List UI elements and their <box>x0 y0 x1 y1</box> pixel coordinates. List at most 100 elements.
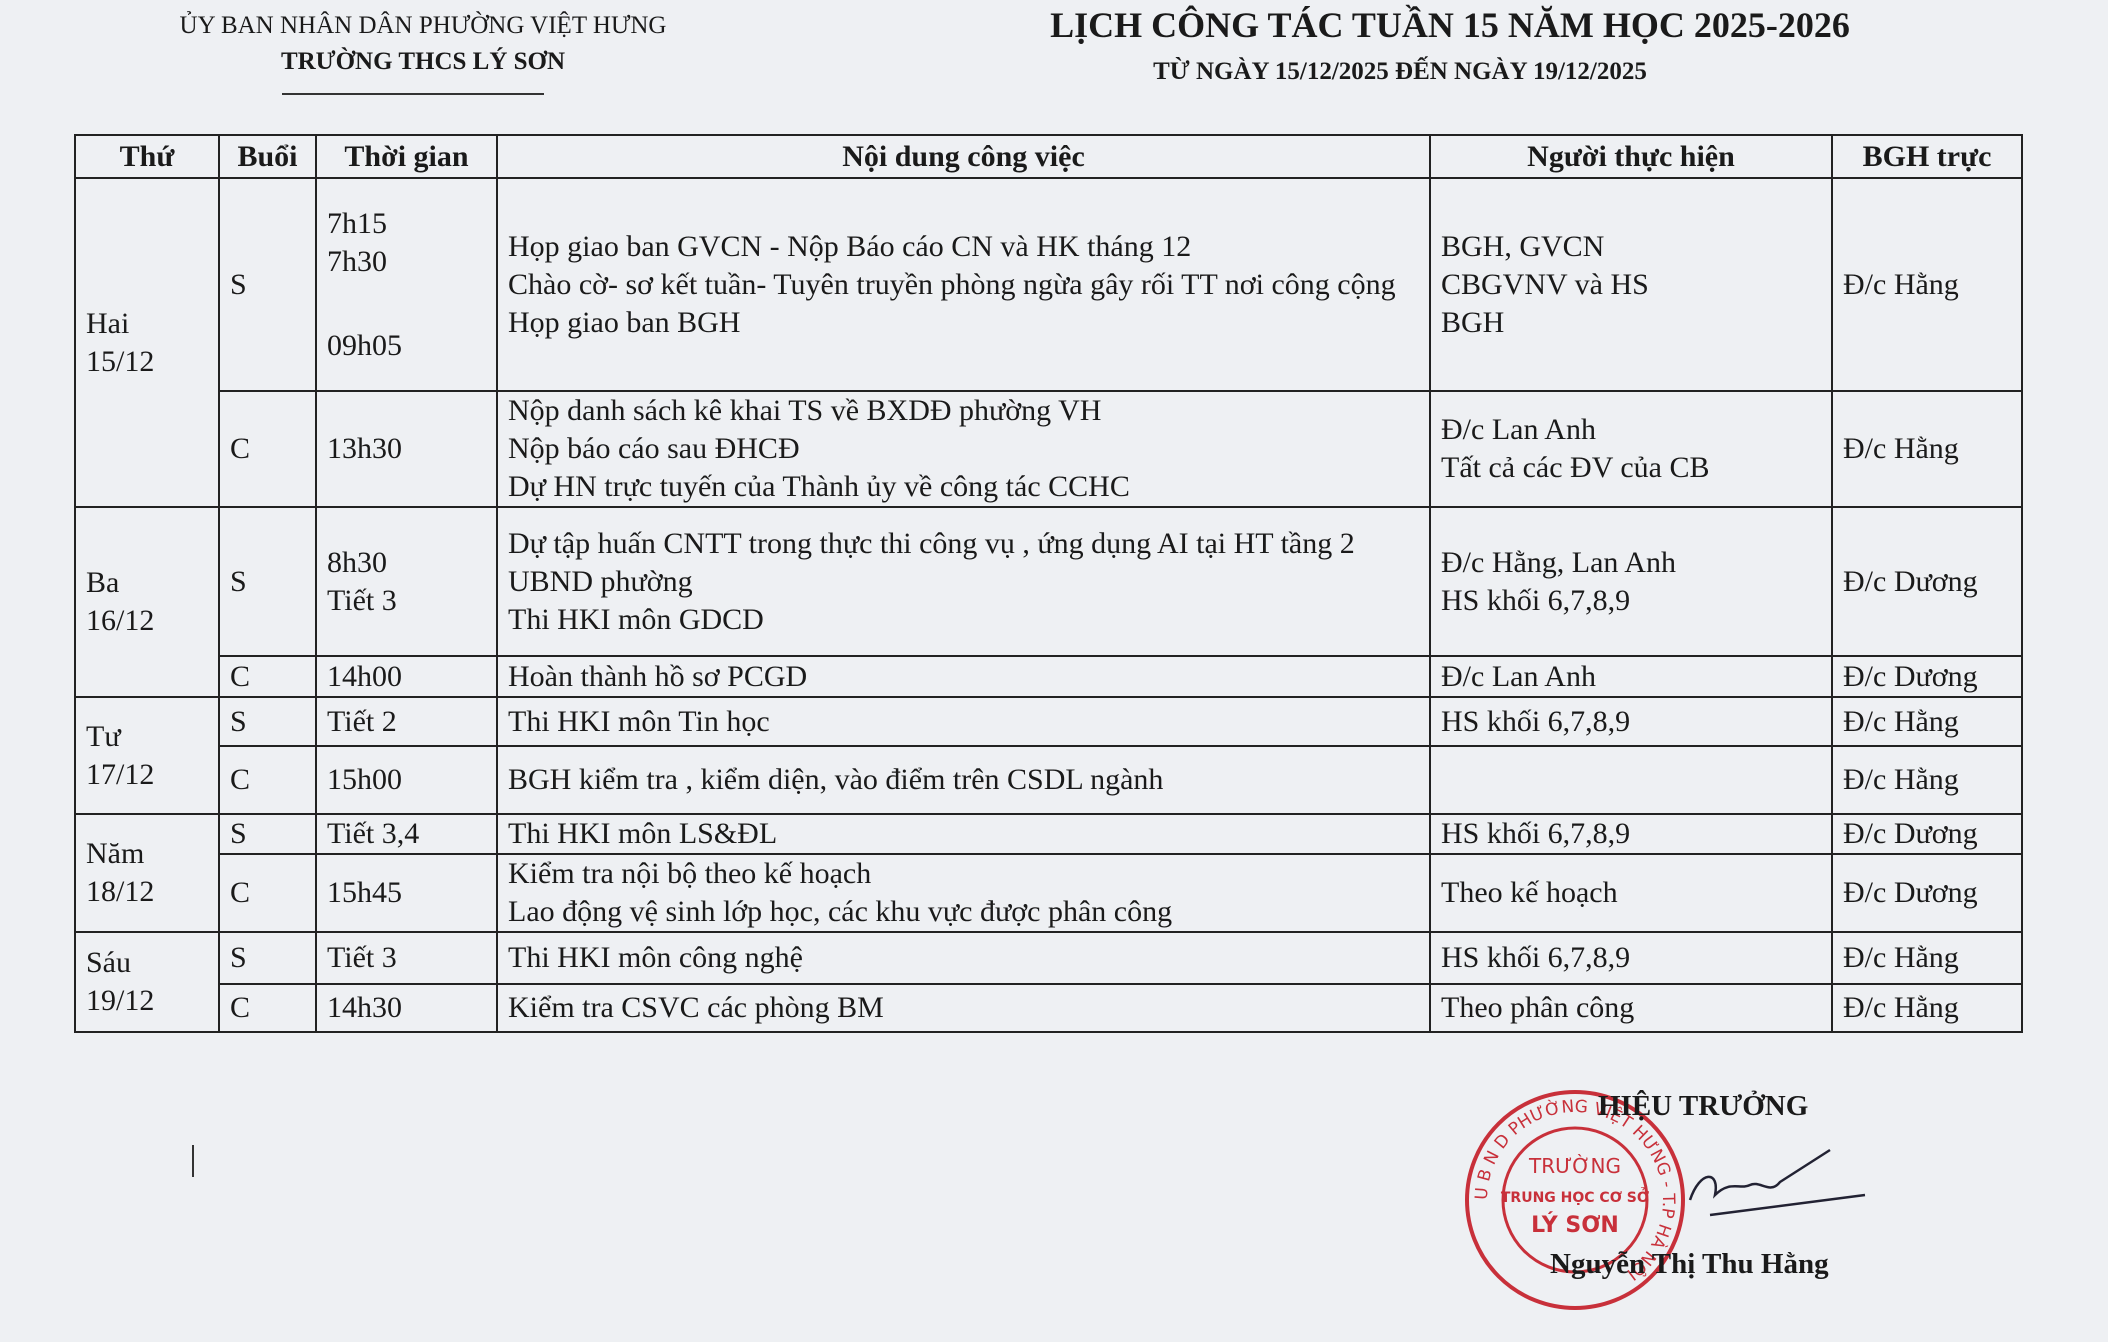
stamp-line: LÝ SƠN <box>1531 1212 1619 1238</box>
person-cell: Theo kế hoạch <box>1429 853 1833 933</box>
task: BGH kiểm tra , kiểm diện, vào điểm trên … <box>508 763 1164 796</box>
session-cell: S <box>218 506 317 657</box>
person: Đ/c Lan Anh <box>1441 413 1596 446</box>
date: 18/12 <box>86 875 155 908</box>
rule <box>282 93 544 95</box>
duty-cell: Đ/c Hằng <box>1831 931 2023 985</box>
person: Đ/c Hằng, Lan Anh <box>1441 545 1676 579</box>
time-cell: Tiết 3 <box>315 931 498 985</box>
task-cell: Thi HKI môn công nghệ <box>496 931 1431 985</box>
title: LỊCH CÔNG TÁC TUẦN 15 NĂM HỌC 2025-2026 <box>1050 5 1850 45</box>
day: Hai <box>86 306 130 340</box>
session-cell: S <box>218 931 317 985</box>
duty-cell: Đ/c Dương <box>1831 853 2023 933</box>
task: Họp giao ban BGH <box>508 305 741 339</box>
task-cell: Họp giao ban GVCN - Nộp Báo cáo CN và HK… <box>496 177 1431 392</box>
time: Tiết 3 <box>327 941 397 974</box>
task: Nộp danh sách kê khai TS về BXDĐ phường … <box>508 394 1102 427</box>
duty-cell: Đ/c Hằng <box>1831 390 2023 508</box>
session-row: Năm 18/12 S Tiết 3,4 Thi HKI môn LS&ĐL HS khố… <box>74 813 2023 933</box>
day-cell: Sáu 19/12 <box>74 931 220 1033</box>
session-row: Sáu 19/12 S Tiết 3 Thi HKI môn công nghệ HS k… <box>74 931 2023 1033</box>
duty-cell: Đ/c Dương <box>1831 506 2023 657</box>
time: 09h05 <box>327 328 402 362</box>
stamp-line: TRƯỜNG <box>1528 1154 1621 1178</box>
person-cell: HS khối 6,7,8,9 <box>1429 813 1833 855</box>
session-row: Hai 15/12 S 7h15 7h30 09h05 Họp giao ban GVCN … <box>74 177 2023 508</box>
time: Tiết 3,4 <box>327 817 420 850</box>
column-header: Thời gian <box>315 134 498 179</box>
column-header: Buổi <box>218 134 317 179</box>
time-cell: 14h00 <box>315 655 498 698</box>
session-cell: C <box>218 655 317 698</box>
task: Hoàn thành hồ sơ PCGD <box>508 659 808 693</box>
header-row: Thứ Buổi Thời gian Nội dung công việc Người … <box>74 134 2023 179</box>
time-cell: 8h30 Tiết 3 <box>315 506 498 657</box>
day-cell: Tư 17/12 <box>74 696 220 815</box>
session-row: Ba 16/12 S 8h30 Tiết 3 Dự tập huấn CNTT trong… <box>74 506 2023 698</box>
time: 14h30 <box>327 991 402 1024</box>
time-cell: 14h30 <box>315 983 498 1033</box>
signature-name: Nguyễn Thị Thu Hằng <box>1550 1248 1829 1280</box>
day: Tư <box>86 719 121 753</box>
person: HS khối 6,7,8,9 <box>1441 583 1631 617</box>
person-cell: Đ/c Lan Anh Tất cả các ĐV của CB <box>1429 390 1833 508</box>
task: Kiểm tra nội bộ theo kế hoạch <box>508 857 872 890</box>
duty-cell: Đ/c Hằng <box>1831 983 2023 1033</box>
task-cell: Thi HKI môn Tin học <box>496 696 1431 747</box>
time-cell: Tiết 3,4 <box>315 813 498 855</box>
column-header: Thứ <box>74 134 220 179</box>
time: 14h00 <box>327 659 402 693</box>
subtitle: TỪ NGÀY 15/12/2025 ĐẾN NGÀY 19/12/2025 <box>1153 58 1647 85</box>
task: Chào cờ- sơ kết tuần- Tuyên truyền phòng… <box>508 267 1396 301</box>
person-cell <box>1429 745 1833 815</box>
schedule-table: Thứ Buổi Thời gian Nội dung công việc Người … <box>74 134 2023 1033</box>
person: HS khối 6,7,8,9 <box>1441 817 1631 850</box>
person: Đ/c Lan Anh <box>1441 659 1596 693</box>
time: 8h30 <box>327 545 387 579</box>
task: Thi HKI môn Tin học <box>508 704 770 738</box>
date: 15/12 <box>86 344 155 378</box>
person-cell: Theo phân công <box>1429 983 1833 1033</box>
column-header: BGH trực <box>1831 134 2023 179</box>
day-cell: Năm 18/12 <box>74 813 220 933</box>
time-cell: 13h30 <box>315 390 498 508</box>
day-cell: Ba 16/12 <box>74 506 220 698</box>
time: 7h30 <box>327 244 387 278</box>
date: 17/12 <box>86 757 155 791</box>
task-cell: Thi HKI môn LS&ĐL <box>496 813 1431 855</box>
session-row: C 14h30 Kiểm tra CSVC các phòng BM Theo phâ… <box>75 983 2023 1033</box>
session-cell: S <box>218 813 317 855</box>
task: Thi HKI môn GDCD <box>508 602 764 636</box>
person-cell: Đ/c Lan Anh <box>1429 655 1833 698</box>
session-cell: S <box>218 177 317 392</box>
time-cell: 15h00 <box>315 745 498 815</box>
task-cell: Dự tập huấn CNTT trong thực thi công vụ … <box>496 506 1431 657</box>
task: Thi HKI môn công nghệ <box>508 941 803 974</box>
task-cell: BGH kiểm tra , kiểm diện, vào điểm trên … <box>496 745 1431 815</box>
date: 19/12 <box>86 984 155 1017</box>
duty-cell: Đ/c Dương <box>1831 655 2023 698</box>
task: Kiểm tra CSVC các phòng BM <box>508 991 884 1024</box>
column-header: Nội dung công việc <box>496 134 1431 179</box>
person-cell: HS khối 6,7,8,9 <box>1429 696 1833 747</box>
person-cell: HS khối 6,7,8,9 <box>1429 931 1833 985</box>
task: Dự tập huấn CNTT trong thực thi công vụ … <box>508 526 1355 598</box>
time: 7h15 <box>327 206 387 240</box>
session-cell: C <box>218 853 317 933</box>
task: Thi HKI môn LS&ĐL <box>508 817 778 850</box>
duty-cell: Đ/c Hằng <box>1831 696 2023 747</box>
session-row: C 15h45 Kiểm tra nội bộ theo kế hoạch Lao đ… <box>75 853 2023 933</box>
day: Ba <box>86 566 120 599</box>
task: Dự HN trực tuyến của Thành ủy về công tá… <box>508 470 1130 503</box>
task-cell: Kiểm tra CSVC các phòng BM <box>496 983 1431 1033</box>
duty-cell: Đ/c Hằng <box>1831 745 2023 815</box>
time: Tiết 3 <box>327 583 397 617</box>
duty-cell: Đ/c Dương <box>1831 813 2023 855</box>
person: HS khối 6,7,8,9 <box>1441 941 1631 974</box>
person: Theo phân công <box>1441 991 1635 1024</box>
person: CBGVNV và HS <box>1441 267 1649 301</box>
time: 13h30 <box>327 432 402 465</box>
time: 15h00 <box>327 763 402 796</box>
